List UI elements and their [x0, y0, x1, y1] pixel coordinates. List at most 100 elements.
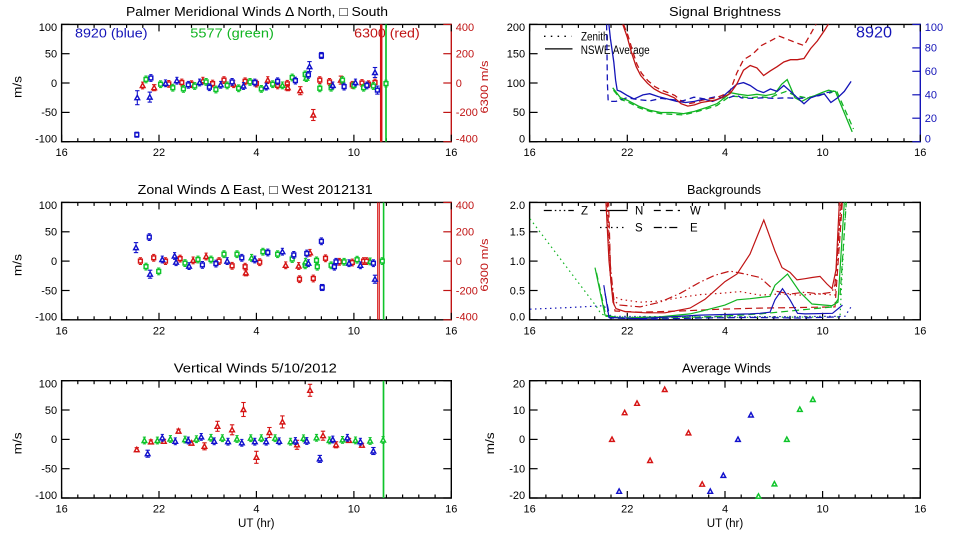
svg-text:UT (hr): UT (hr) [238, 518, 275, 530]
svg-text:1.0: 1.0 [510, 256, 525, 268]
svg-text:4: 4 [722, 147, 728, 159]
svg-text:10: 10 [348, 504, 360, 516]
svg-text:Backgrounds: Backgrounds [687, 182, 761, 197]
svg-text:16: 16 [55, 147, 67, 159]
svg-text:50: 50 [45, 405, 57, 417]
svg-text:NSWE Average: NSWE Average [581, 45, 650, 57]
svg-text:80: 80 [925, 43, 937, 55]
svg-text:16: 16 [445, 325, 457, 337]
svg-text:m/s: m/s [13, 254, 25, 276]
svg-text:Palmer Meridional Winds Δ Nort: Palmer Meridional Winds Δ North, □ South [126, 4, 388, 19]
svg-text:-400: -400 [456, 134, 478, 146]
svg-text:22: 22 [621, 325, 633, 337]
svg-text:16: 16 [523, 325, 535, 337]
svg-text:-20: -20 [509, 490, 525, 502]
svg-text:2.0: 2.0 [510, 200, 525, 212]
svg-text:UT (hr): UT (hr) [707, 518, 744, 530]
svg-text:22: 22 [621, 147, 633, 159]
svg-text:200: 200 [507, 22, 525, 34]
svg-text:6300 m/s: 6300 m/s [479, 60, 491, 114]
svg-text:10: 10 [348, 325, 360, 337]
svg-text:0: 0 [51, 256, 57, 268]
svg-text:22: 22 [153, 147, 165, 159]
svg-text:Vertical Winds 5/10/2012: Vertical Winds 5/10/2012 [174, 361, 337, 376]
svg-text:4: 4 [253, 504, 259, 516]
svg-text:100: 100 [507, 78, 525, 90]
svg-text:200: 200 [456, 49, 474, 61]
svg-text:Zonal Winds Δ East, □ West 201: Zonal Winds Δ East, □ West 2012131 [138, 182, 373, 197]
svg-text:m/s: m/s [13, 432, 25, 454]
svg-text:S: S [635, 223, 643, 235]
svg-text:22: 22 [153, 325, 165, 337]
svg-text:-100: -100 [35, 134, 57, 146]
svg-text:6300 m/s: 6300 m/s [479, 238, 491, 292]
svg-text:6300 (red): 6300 (red) [354, 27, 420, 41]
svg-text:100: 100 [925, 22, 943, 34]
svg-text:0: 0 [519, 134, 525, 146]
svg-text:4: 4 [722, 325, 728, 337]
svg-text:100: 100 [39, 22, 57, 34]
svg-text:-100: -100 [35, 312, 57, 324]
svg-text:-50: -50 [41, 285, 57, 297]
svg-text:200: 200 [456, 227, 474, 239]
svg-text:16: 16 [55, 325, 67, 337]
svg-text:16: 16 [445, 147, 457, 159]
svg-text:16: 16 [523, 147, 535, 159]
svg-text:-50: -50 [41, 107, 57, 119]
svg-text:5577 (green): 5577 (green) [190, 27, 273, 41]
svg-text:50: 50 [513, 107, 525, 119]
svg-text:10: 10 [348, 147, 360, 159]
svg-text:0: 0 [519, 434, 525, 446]
svg-text:0: 0 [456, 256, 462, 268]
svg-text:40: 40 [925, 90, 937, 102]
svg-text:100: 100 [39, 379, 57, 391]
svg-text:-400: -400 [456, 312, 478, 324]
svg-text:16: 16 [523, 504, 535, 516]
svg-text:m/s: m/s [485, 432, 497, 454]
svg-text:10: 10 [816, 147, 828, 159]
svg-text:Average Winds: Average Winds [682, 361, 771, 376]
svg-text:50: 50 [45, 227, 57, 239]
svg-text:8920 (blue): 8920 (blue) [75, 27, 148, 41]
svg-text:10: 10 [816, 504, 828, 516]
svg-text:60: 60 [925, 66, 937, 78]
svg-text:50: 50 [45, 49, 57, 61]
svg-text:0.0: 0.0 [510, 312, 525, 324]
svg-text:0: 0 [456, 78, 462, 90]
svg-text:22: 22 [153, 504, 165, 516]
svg-text:4: 4 [722, 504, 728, 516]
svg-text:N: N [635, 206, 643, 218]
svg-text:W: W [690, 206, 701, 218]
svg-text:10: 10 [816, 325, 828, 337]
svg-text:-50: -50 [41, 464, 57, 476]
svg-text:E: E [690, 223, 698, 235]
svg-text:16: 16 [914, 325, 926, 337]
svg-text:20: 20 [513, 379, 525, 391]
svg-text:16: 16 [914, 147, 926, 159]
svg-text:10: 10 [513, 405, 525, 417]
svg-text:0: 0 [925, 134, 931, 146]
svg-text:m/s: m/s [13, 76, 25, 98]
svg-text:20: 20 [925, 113, 937, 125]
svg-text:16: 16 [914, 504, 926, 516]
svg-text:1.5: 1.5 [510, 227, 525, 239]
svg-text:22: 22 [621, 504, 633, 516]
svg-text:16: 16 [55, 504, 67, 516]
svg-text:0: 0 [51, 434, 57, 446]
svg-text:-100: -100 [35, 490, 57, 502]
svg-text:-200: -200 [456, 285, 478, 297]
svg-text:400: 400 [456, 22, 474, 34]
svg-text:-10: -10 [509, 464, 525, 476]
svg-text:Zenith: Zenith [581, 31, 609, 43]
svg-text:4: 4 [253, 147, 259, 159]
svg-text:Z: Z [581, 206, 588, 218]
svg-text:8920: 8920 [856, 25, 892, 42]
svg-text:-200: -200 [456, 107, 478, 119]
svg-text:0.5: 0.5 [510, 285, 525, 297]
svg-text:100: 100 [39, 200, 57, 212]
svg-text:16: 16 [445, 504, 457, 516]
svg-text:0: 0 [51, 78, 57, 90]
svg-text:Signal Brightness: Signal Brightness [669, 4, 782, 19]
svg-text:4: 4 [253, 325, 259, 337]
svg-text:150: 150 [507, 49, 525, 61]
